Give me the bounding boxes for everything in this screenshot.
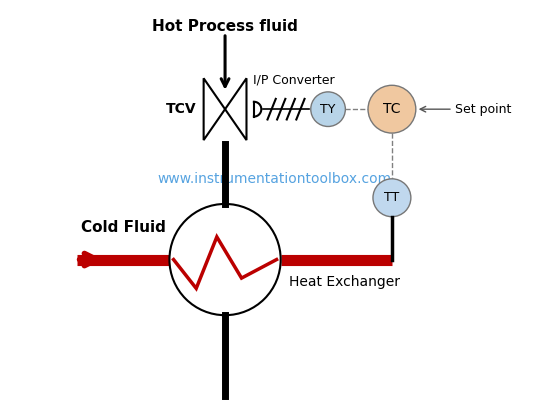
Text: Heat Exchanger: Heat Exchanger <box>289 275 400 289</box>
Text: www.instrumentationtoolbox.com: www.instrumentationtoolbox.com <box>158 172 391 186</box>
Circle shape <box>311 92 345 126</box>
Text: TC: TC <box>383 102 401 116</box>
Circle shape <box>373 179 411 217</box>
Text: Hot Process fluid: Hot Process fluid <box>152 19 298 33</box>
Text: Set point: Set point <box>455 103 511 116</box>
Circle shape <box>170 204 281 315</box>
Text: TT: TT <box>384 191 400 204</box>
Circle shape <box>368 85 416 133</box>
Text: TY: TY <box>321 103 336 116</box>
Text: I/P Converter: I/P Converter <box>254 73 335 87</box>
Text: Cold Fluid: Cold Fluid <box>81 220 166 235</box>
Text: TCV: TCV <box>166 102 197 116</box>
